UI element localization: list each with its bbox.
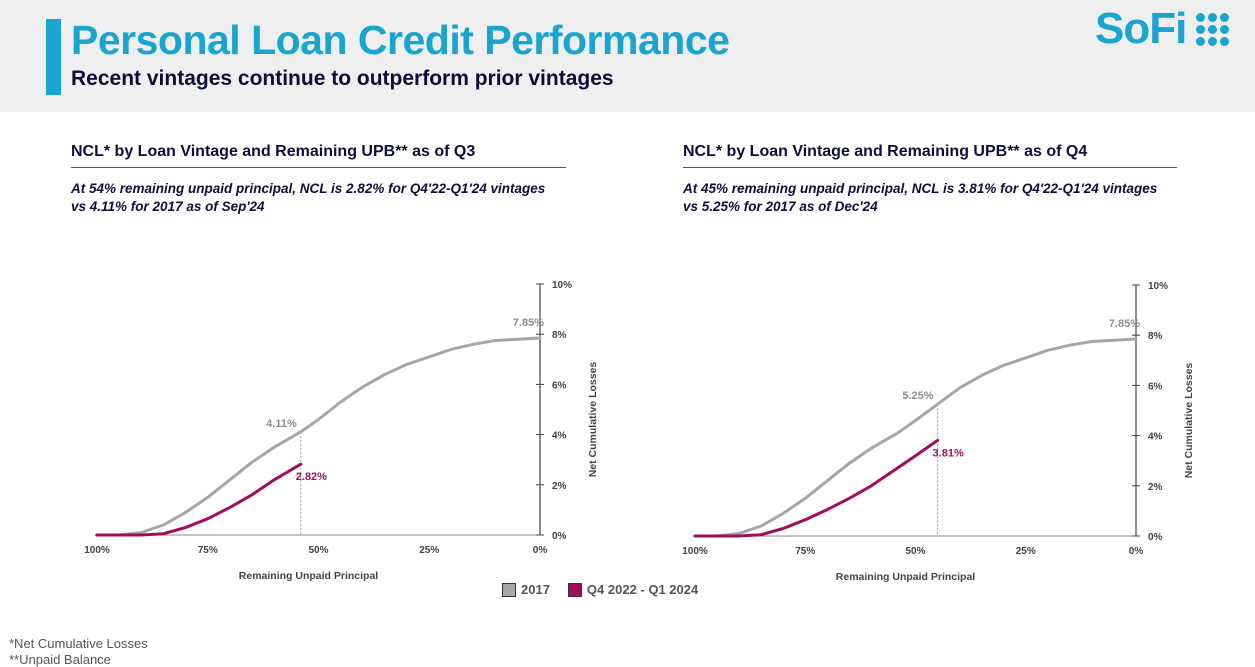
chart-1-note: At 54% remaining unpaid principal, NCL i…	[71, 180, 545, 216]
c2-y-tick-label: 8%	[1148, 331, 1163, 342]
c2-y-tick-label: 6%	[1148, 381, 1163, 392]
c2-series-2017-line	[693, 337, 1138, 538]
header-band: Personal Loan Credit Performance Recent …	[0, 0, 1255, 112]
c2-y-tick-label: 0%	[1148, 532, 1163, 543]
c1-data-label: 2.82%	[296, 471, 327, 483]
c2-series-q4-2022-q1-2024-line	[693, 438, 940, 538]
chart-2-title-rule	[683, 167, 1177, 168]
footnote-upb: **Unpaid Balance	[9, 652, 111, 667]
c1-y-tick-label: 6%	[552, 380, 567, 391]
c2-data-label: 5.25%	[902, 390, 933, 402]
legend-swatch-2017	[502, 582, 516, 597]
logo-dots-icon	[1196, 12, 1230, 46]
c1-x-tick-label: 0%	[533, 545, 548, 556]
legend-swatch-q4-2022-q1-2024	[567, 582, 582, 597]
chart-2-svg: 0% 2% 4% 6% 8% 10% 100% 75% 50% 25% 0% Remaining Un…	[682, 281, 1195, 583]
chart-2-note-line-1: At 45% remaining unpaid principal, NCL i…	[683, 181, 1158, 196]
c2-y-tick-label: 10%	[1148, 281, 1168, 292]
chart-1-note-line-2: vs 4.11% for 2017 as of Sep'24	[71, 199, 265, 214]
c2-y-tick-label: 4%	[1148, 432, 1163, 443]
chart-2-note-line-2: vs 5.25% for 2017 as of Dec'24	[683, 199, 878, 214]
c1-series-q4-2022-q1-2024-line	[95, 462, 303, 537]
c2-x-axis-title: Remaining Unpaid Principal	[836, 571, 976, 583]
c1-data-label: 7.85%	[513, 317, 544, 329]
c1-y-tick-label: 4%	[552, 431, 567, 442]
c1-y-tick-label: 10%	[552, 280, 572, 291]
legend-item-q4-2022-q1-2024: Q4 2022 - Q1 2024	[567, 582, 699, 597]
c1-x-tick-label: 50%	[308, 545, 328, 556]
c1-series-2017-line	[95, 336, 542, 537]
page-title: Personal Loan Credit Performance	[71, 17, 730, 63]
c1-data-label: 4.11%	[266, 418, 297, 430]
c1-y-tick-label: 8%	[552, 330, 567, 341]
c2-x-tick-label: 25%	[1016, 546, 1036, 557]
chart-2-title: NCL* by Loan Vintage and Remaining UPB**…	[683, 143, 1088, 160]
c2-data-label: 3.81%	[933, 447, 964, 459]
c1-x-axis-title: Remaining Unpaid Principal	[239, 570, 379, 582]
c1-y-tick-label: 2%	[552, 481, 567, 492]
c2-x-tick-label: 50%	[905, 546, 925, 557]
c1-x-tick-label: 25%	[419, 545, 439, 556]
footnote-ncl: *Net Cumulative Losses	[9, 636, 148, 651]
c2-y-axis-title: Net Cumulative Losses	[1183, 363, 1195, 479]
c2-data-label: 7.85%	[1109, 318, 1140, 330]
sofi-logo: SoFi	[1095, 4, 1230, 54]
c2-y-tick-label: 2%	[1148, 482, 1163, 493]
legend-item-2017: 2017	[502, 582, 550, 597]
title-accent-bar	[46, 19, 61, 95]
chart-1-title-rule	[71, 167, 566, 168]
chart-2-note: At 45% remaining unpaid principal, NCL i…	[683, 180, 1157, 216]
page-subtitle: Recent vintages continue to outperform p…	[71, 67, 614, 90]
c1-y-axis-title: Net Cumulative Losses	[587, 362, 599, 478]
c1-x-tick-label: 75%	[198, 545, 218, 556]
c2-x-tick-label: 100%	[682, 546, 708, 557]
c2-x-tick-label: 0%	[1129, 546, 1144, 557]
chart-1-note-line-1: At 54% remaining unpaid principal, NCL i…	[71, 181, 546, 196]
logo-wordmark: SoFi	[1095, 4, 1187, 53]
c1-x-tick-label: 100%	[84, 545, 110, 556]
chart-legend: 2017 Q4 2022 - Q1 2024	[502, 582, 716, 597]
c1-y-tick-label: 0%	[552, 531, 567, 542]
legend-label-q4-2022-q1-2024: Q4 2022 - Q1 2024	[586, 582, 699, 597]
chart-1-svg: 0% 2% 4% 6% 8% 10% 100% 75% 50% 25% 0% Remaining Un…	[84, 280, 599, 582]
legend-label-2017: 2017	[521, 582, 550, 597]
c2-x-tick-label: 75%	[795, 546, 815, 557]
chart-1-title: NCL* by Loan Vintage and Remaining UPB**…	[71, 143, 476, 160]
